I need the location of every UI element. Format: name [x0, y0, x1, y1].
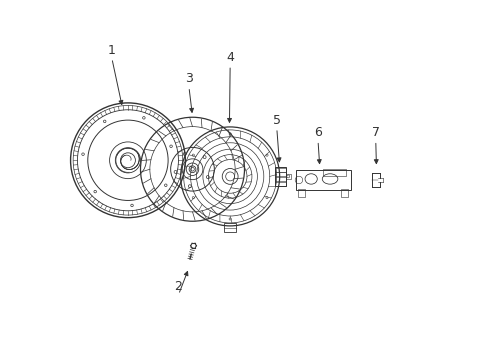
Text: 7: 7 [371, 126, 379, 139]
Bar [285, 174, 290, 179]
Text: 5: 5 [272, 114, 280, 127]
Bar [274, 167, 285, 186]
Text: 3: 3 [184, 72, 192, 85]
Text: 6: 6 [313, 126, 321, 139]
Bar [323, 168, 345, 176]
Bar [274, 182, 285, 186]
Bar [274, 172, 285, 176]
Text: 1: 1 [108, 44, 116, 57]
Bar [295, 170, 350, 190]
Bar [274, 177, 285, 181]
Bar [274, 168, 285, 172]
Text: 2: 2 [174, 280, 182, 293]
Bar [298, 189, 305, 197]
Text: 4: 4 [226, 51, 234, 64]
Bar [341, 189, 347, 197]
